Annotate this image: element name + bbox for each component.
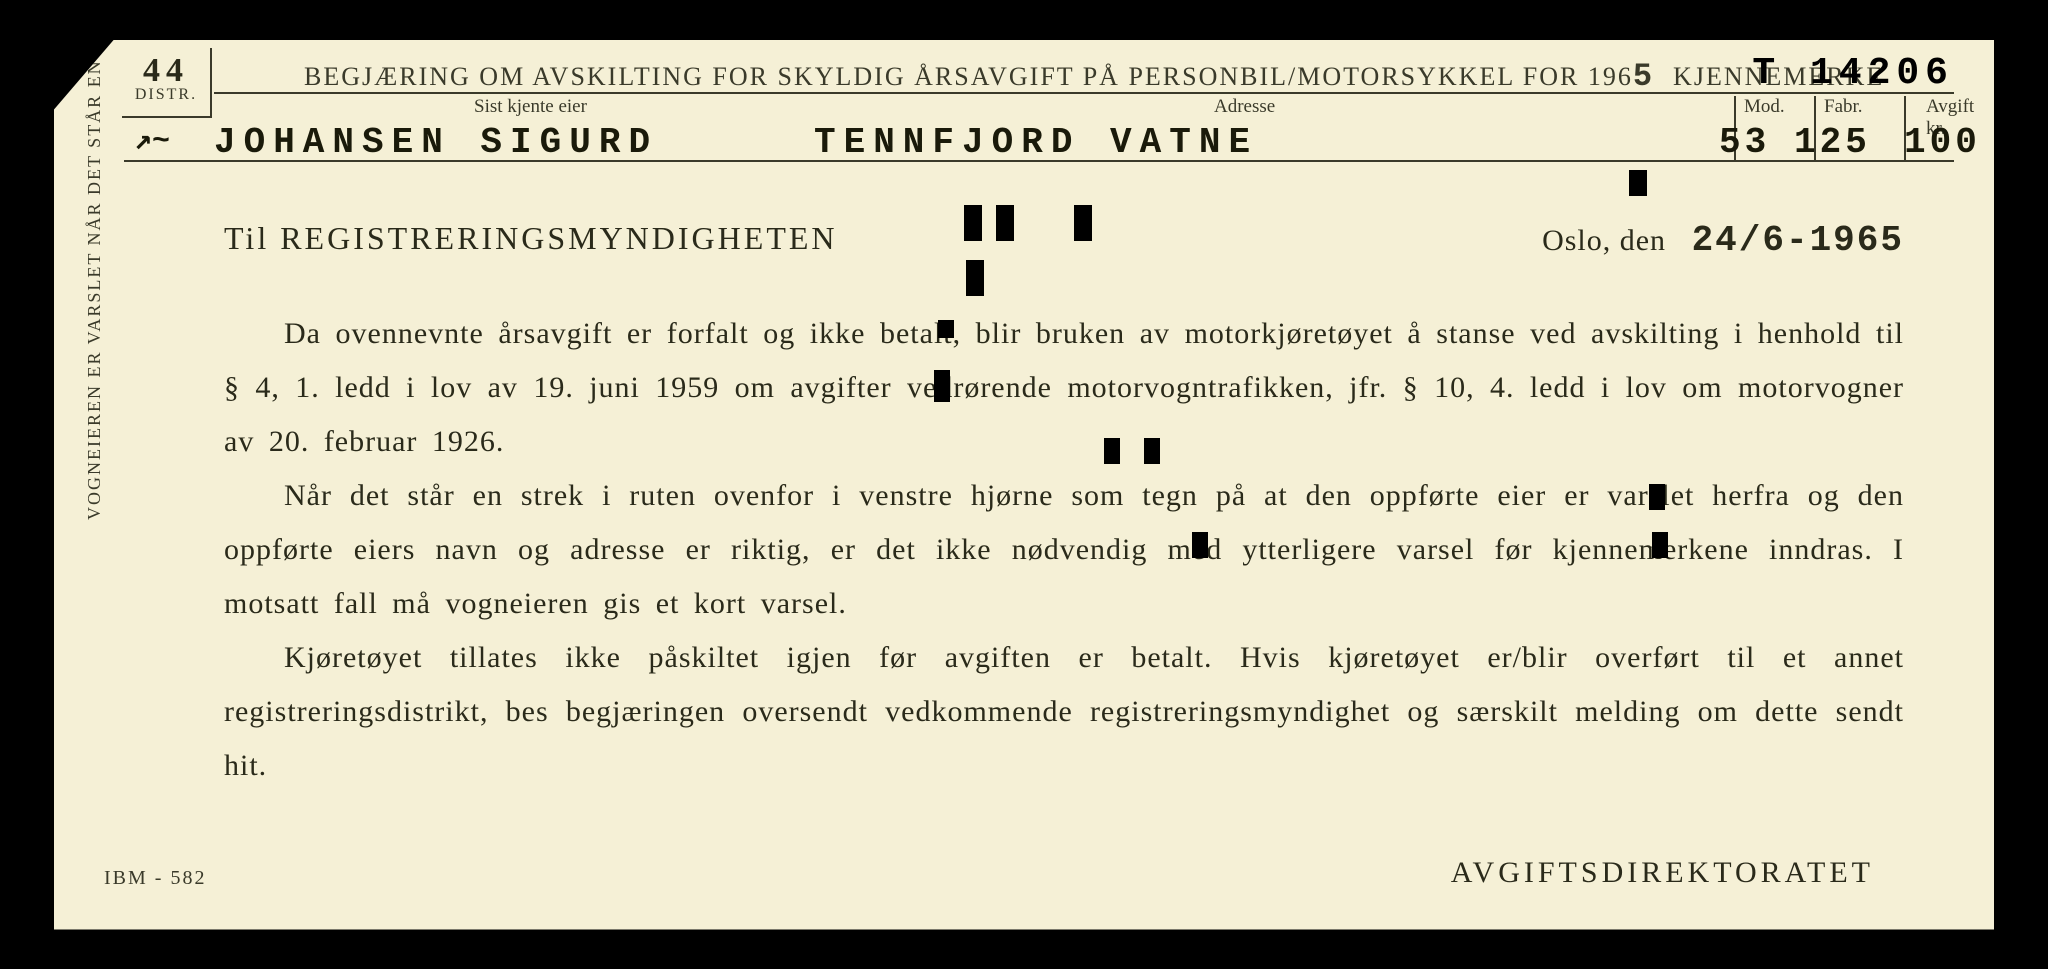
district-label: DISTR. bbox=[122, 86, 210, 104]
owner-value: JOHANSEN SIGURD bbox=[214, 122, 658, 163]
punch-hole bbox=[938, 320, 954, 338]
addressee-line: Til REGISTRERINGSMYNDIGHETEN Oslo, den 2… bbox=[224, 220, 1904, 257]
header-rule-1 bbox=[214, 92, 1954, 94]
notified-mark: ↗~ bbox=[134, 122, 170, 159]
fabr-value: 125 bbox=[1794, 122, 1871, 163]
col-label-owner: Sist kjente eier bbox=[474, 96, 587, 118]
address-value: TENNFJORD VATNE bbox=[814, 122, 1258, 163]
vertical-margin-label: VOGNEIEREN ER VARSLET NÅR DET STÅR EN ST… bbox=[84, 0, 105, 520]
paragraph-1: Da ovennevnte årsavgift er forfalt og ik… bbox=[224, 307, 1904, 469]
punch-hole bbox=[996, 205, 1014, 241]
to-recipient: REGISTRERINGSMYNDIGHETEN bbox=[280, 220, 837, 256]
kjennemerke-value: T 14206 bbox=[1752, 52, 1954, 95]
place-prefix: Oslo, den bbox=[1542, 224, 1666, 257]
punch-hole bbox=[966, 260, 984, 296]
district-box: 44 DISTR. bbox=[122, 48, 212, 118]
to-prefix: Til bbox=[224, 220, 269, 257]
signature: AVGIFTSDIREKTORATET bbox=[1451, 856, 1874, 890]
paragraph-3: Kjøretøyet tillates ikke påskiltet igjen… bbox=[224, 631, 1904, 793]
data-row: ↗~ JOHANSEN SIGURD TENNFJORD VATNE 53 12… bbox=[154, 122, 1954, 162]
punch-hole bbox=[1649, 484, 1665, 510]
fee-value: 100 bbox=[1904, 122, 1981, 163]
punch-hole bbox=[934, 370, 950, 402]
punch-hole bbox=[1192, 532, 1208, 558]
punch-hole bbox=[1144, 438, 1160, 464]
document-card: VOGNEIEREN ER VARSLET NÅR DET STÅR EN ST… bbox=[54, 40, 1994, 930]
punch-hole bbox=[1652, 532, 1668, 558]
header-title-text: BEGJÆRING OM AVSKILTING FOR SKYLDIG ÅRSA… bbox=[304, 62, 1633, 91]
place-date: Oslo, den 24/6-1965 bbox=[1542, 220, 1904, 261]
header-rule-2 bbox=[124, 160, 1954, 162]
district-number: 44 bbox=[122, 48, 210, 90]
header-title: BEGJÆRING OM AVSKILTING FOR SKYLDIG ÅRSA… bbox=[304, 58, 1884, 95]
punch-hole bbox=[1104, 438, 1120, 464]
mod-value: 53 bbox=[1719, 122, 1770, 163]
form-id: IBM - 582 bbox=[104, 867, 206, 890]
header-year-suffix: 5 bbox=[1633, 58, 1656, 95]
punch-hole bbox=[964, 205, 982, 241]
punch-hole bbox=[1074, 205, 1092, 241]
col-label-address: Adresse bbox=[1214, 96, 1275, 118]
column-labels: Sist kjente eier Adresse Mod. Fabr. Avgi… bbox=[214, 96, 1954, 120]
letter-date: 24/6-1965 bbox=[1692, 220, 1904, 261]
punch-hole bbox=[1629, 170, 1647, 196]
